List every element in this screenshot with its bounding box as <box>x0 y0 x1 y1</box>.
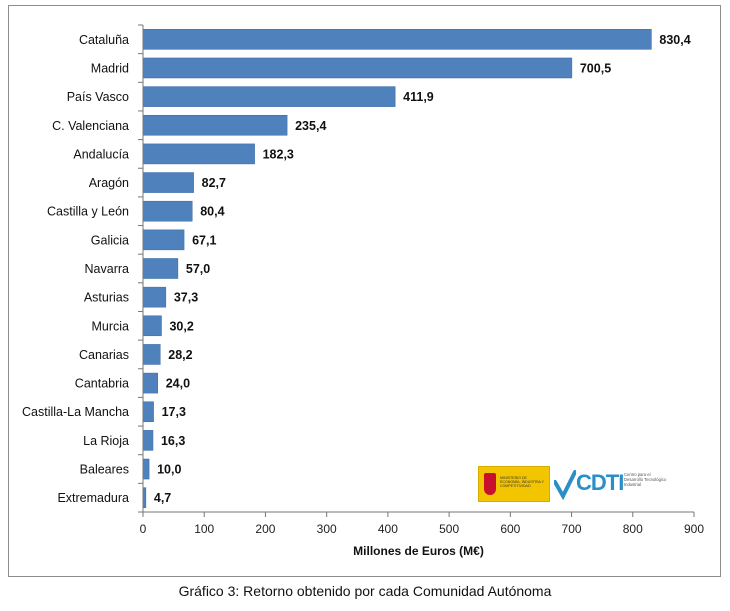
value-label: 80,4 <box>200 205 224 219</box>
category-label: Castilla-La Mancha <box>22 405 129 419</box>
x-tick-label: 100 <box>194 522 214 536</box>
value-label: 24,0 <box>166 377 190 391</box>
x-tick-label: 800 <box>623 522 643 536</box>
category-label: C. Valenciana <box>52 119 129 133</box>
value-label: 411,9 <box>403 90 434 104</box>
x-tick-label: 400 <box>378 522 398 536</box>
x-tick-label: 200 <box>255 522 275 536</box>
value-label: 700,5 <box>580 61 611 75</box>
figure-caption: Gráfico 3: Retorno obtenido por cada Com… <box>178 583 552 599</box>
category-label: Cataluña <box>79 33 129 47</box>
value-label: 67,1 <box>192 233 216 247</box>
bar <box>142 286 167 308</box>
x-tick-label: 500 <box>439 522 459 536</box>
category-label: País Vasco <box>67 90 129 104</box>
category-label: Navarra <box>85 262 130 276</box>
bar <box>142 29 652 50</box>
category-label: Madrid <box>91 61 129 75</box>
category-label: Canarias <box>79 348 129 362</box>
category-label: Extremadura <box>57 491 129 505</box>
x-tick-label: 900 <box>684 522 704 536</box>
category-label: La Rioja <box>83 434 129 448</box>
logos-area: MINISTERIO DE ECONOMÍA, INDUSTRIA Y COMP… <box>478 466 678 504</box>
value-label: 16,3 <box>161 434 185 448</box>
x-tick-label: 300 <box>317 522 337 536</box>
value-label: 57,0 <box>186 262 210 276</box>
value-label: 235,4 <box>295 119 326 133</box>
bar <box>142 344 161 365</box>
ministry-logo-text: MINISTERIO DE ECONOMÍA, INDUSTRIA Y COMP… <box>500 476 544 489</box>
value-label: 17,3 <box>162 405 186 419</box>
bar-chart: Cataluña 830,4 Madrid 700,5 País Vasco 411,9 C… <box>22 24 704 558</box>
cdti-logo: CDTI Centro para el Desarrollo Tecnológi… <box>554 468 674 502</box>
category-label: Castilla y León <box>47 205 129 219</box>
category-label: Aragón <box>89 176 129 190</box>
bar <box>142 200 193 222</box>
cdti-wordmark: CDTI <box>576 470 624 495</box>
x-axis-title: Millones de Euros (M€) <box>353 544 484 558</box>
cdti-check-icon <box>554 470 576 500</box>
bar <box>142 143 255 165</box>
ministry-logo: MINISTERIO DE ECONOMÍA, INDUSTRIA Y COMP… <box>478 466 550 502</box>
category-label: Baleares <box>80 463 129 477</box>
category-label: Asturias <box>84 291 129 305</box>
bar <box>142 86 396 107</box>
value-label: 37,3 <box>174 291 198 305</box>
bar <box>142 229 185 251</box>
value-label: 82,7 <box>202 176 226 190</box>
value-label: 30,2 <box>169 319 193 333</box>
bar <box>142 458 150 480</box>
coat-of-arms-icon <box>484 473 496 495</box>
bar <box>142 315 162 337</box>
category-label: Cantabria <box>75 377 129 391</box>
category-label: Andalucía <box>73 147 129 161</box>
cdti-logo-text: Centro para el Desarrollo Tecnológico In… <box>624 472 667 487</box>
bar <box>142 401 154 423</box>
value-label: 182,3 <box>263 147 294 161</box>
value-label: 10,0 <box>157 463 181 477</box>
value-label: 28,2 <box>168 348 192 362</box>
bar <box>142 430 154 451</box>
x-tick-label: 700 <box>562 522 582 536</box>
chart-frame <box>8 5 721 577</box>
bar <box>142 372 158 394</box>
value-label: 830,4 <box>659 33 690 47</box>
bar <box>142 57 573 79</box>
bar <box>142 258 179 279</box>
category-label: Galicia <box>91 233 129 247</box>
value-label: 4,7 <box>154 491 171 505</box>
category-label: Murcia <box>91 319 129 333</box>
bar <box>142 172 194 193</box>
x-tick-label: 0 <box>140 522 147 536</box>
bar <box>142 114 288 136</box>
x-tick-label: 600 <box>500 522 520 536</box>
